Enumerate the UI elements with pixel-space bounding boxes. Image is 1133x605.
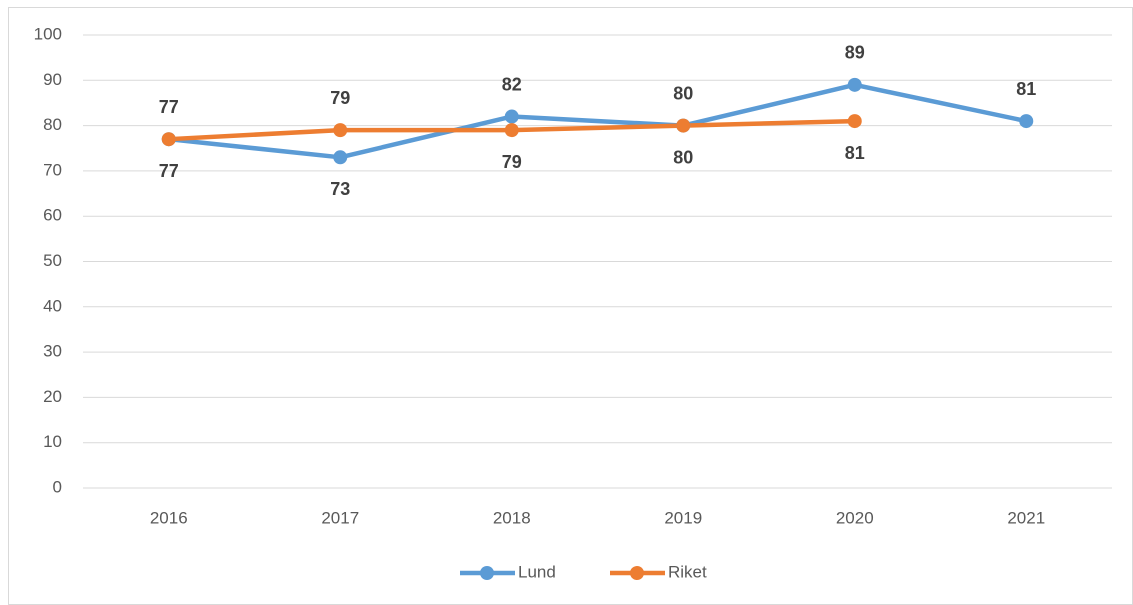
x-tick-label: 2016	[150, 508, 188, 527]
chart-border	[8, 7, 1133, 605]
y-tick-label: 40	[43, 296, 62, 315]
data-point	[161, 132, 176, 147]
data-label: 82	[502, 74, 522, 94]
legend-label: Lund	[518, 562, 556, 581]
data-label: 81	[1016, 79, 1036, 99]
x-tick-label: 2017	[321, 508, 359, 527]
legend-label: Riket	[668, 562, 707, 581]
y-tick-label: 70	[43, 160, 62, 179]
data-label: 81	[845, 143, 865, 163]
data-point	[847, 77, 862, 92]
data-point	[1019, 114, 1034, 129]
data-label: 77	[159, 97, 179, 117]
data-label: 80	[673, 147, 693, 167]
y-tick-label: 30	[43, 342, 62, 361]
data-label: 80	[673, 83, 693, 103]
y-tick-label: 80	[43, 115, 62, 134]
y-tick-label: 60	[43, 206, 62, 225]
y-tick-label: 0	[53, 477, 62, 496]
y-tick-label: 20	[43, 387, 62, 406]
data-label: 77	[159, 161, 179, 181]
legend-marker	[630, 566, 644, 580]
x-tick-label: 2021	[1007, 508, 1045, 527]
data-point	[847, 114, 862, 129]
data-label: 79	[330, 88, 350, 108]
x-tick-label: 2019	[664, 508, 702, 527]
x-tick-label: 2020	[836, 508, 874, 527]
y-tick-label: 90	[43, 70, 62, 89]
data-point	[676, 118, 691, 133]
y-tick-label: 50	[43, 251, 62, 270]
data-label: 73	[330, 179, 350, 199]
y-tick-label: 10	[43, 432, 62, 451]
data-label: 89	[845, 43, 865, 63]
data-point	[333, 123, 348, 138]
series-line	[168, 82, 1027, 160]
data-label: 79	[502, 152, 522, 172]
y-tick-label: 100	[34, 24, 62, 43]
legend-marker	[480, 566, 494, 580]
data-point	[333, 150, 348, 165]
data-point	[504, 109, 519, 124]
x-tick-label: 2018	[493, 508, 531, 527]
data-point	[504, 123, 519, 138]
